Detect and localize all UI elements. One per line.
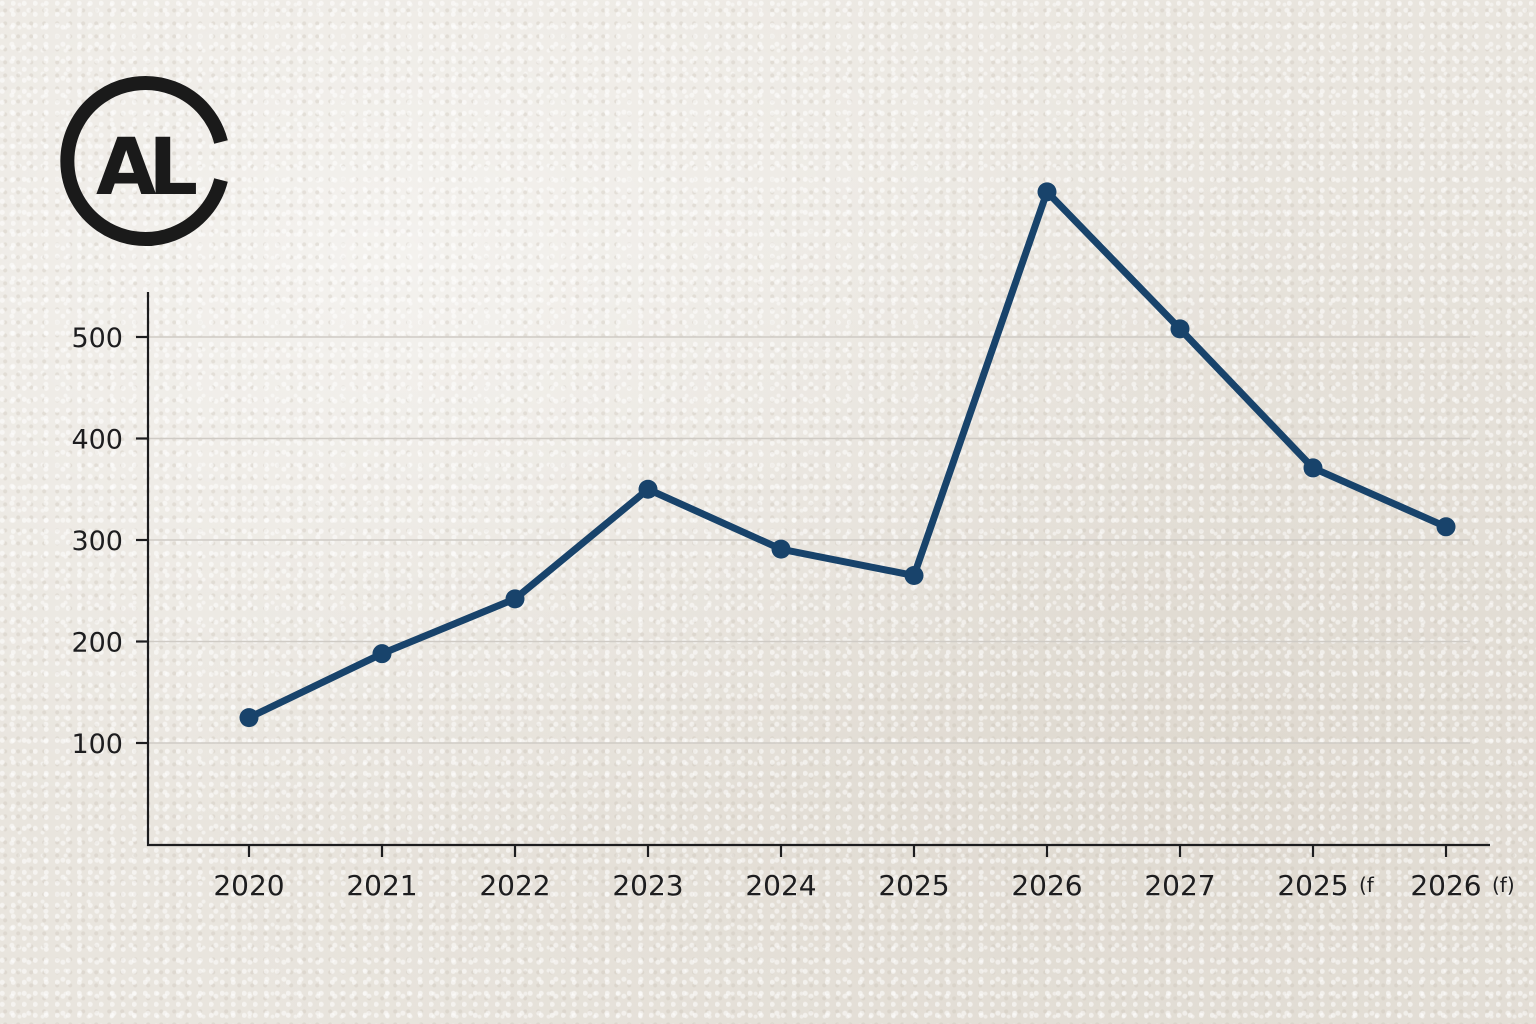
y-tick-label: 500 [71,323,123,354]
y-tick-label: 400 [71,425,123,456]
axis-lines [146,292,1490,847]
y-tick-label: 300 [71,526,123,557]
data-point [239,708,259,728]
series-line [245,188,1450,722]
x-tick-suffix: (f [1359,873,1375,897]
data-point [1037,182,1057,202]
x-tick-label: 2021 [346,869,417,902]
data-point [505,589,525,609]
axes [136,292,1490,857]
data-point [904,566,924,586]
data-point [638,479,658,499]
y-tick-labels: 100 200 300 400 500 [71,323,123,760]
y-tick-label: 200 [71,628,123,659]
logo-text: AL [96,123,196,213]
x-tick-label: 2025 [1277,869,1348,902]
series [239,182,1456,728]
data-point [1436,517,1456,537]
data-point [372,644,392,664]
x-tick-labels: 2020 2021 2022 2023 2024 2025 2026 2027 2025 (f 20… [213,869,1514,902]
gridlines [148,336,1470,744]
x-tick-label: 2026 [1410,869,1481,902]
x-tick-label: 2024 [745,869,816,902]
x-tick-label: 2020 [213,869,284,902]
y-tick-label: 100 [71,729,123,760]
x-tick-label: 2022 [479,869,550,902]
x-tick-label: 2026 [1011,869,1082,902]
x-tick-label: 2027 [1144,869,1215,902]
x-tick-label: 2025 [878,869,949,902]
logo-icon: AL [60,76,228,246]
x-tick-label: 2023 [612,869,683,902]
data-point [1170,319,1190,339]
data-point [1303,458,1323,478]
x-tick-suffix: (f) [1492,873,1515,897]
data-point [771,539,791,559]
